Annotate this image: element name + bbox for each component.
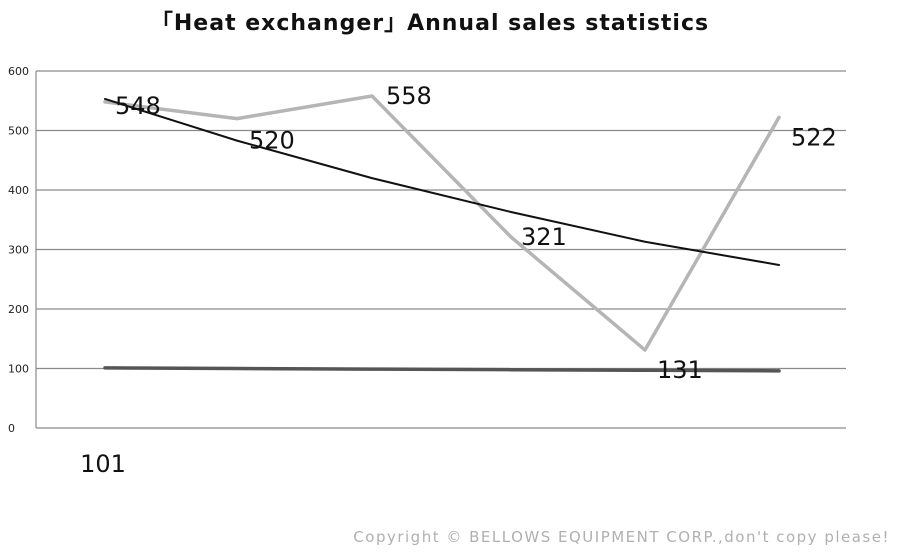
x-axis-ticks: 101 (80, 450, 126, 478)
y-tick-label: 400 (8, 184, 29, 197)
x-tick-label: 101 (80, 450, 126, 478)
y-tick-label: 100 (8, 363, 29, 376)
y-tick-label: 0 (8, 422, 15, 435)
data-label: 131 (657, 356, 703, 384)
series-lines (103, 94, 781, 373)
y-axis-ticks: 0 100 200 300 400 500 600 (8, 65, 29, 435)
series-line-1 (104, 97, 780, 266)
y-tick-label: 600 (8, 65, 29, 78)
series-line-0 (103, 94, 781, 352)
grid-lines (35, 70, 846, 429)
series-line-2 (103, 366, 781, 373)
data-label: 558 (386, 82, 432, 110)
y-tick-label: 200 (8, 303, 29, 316)
y-tick-label: 500 (8, 125, 29, 138)
chart-title: 「Heat exchanger」Annual sales statistics (151, 11, 709, 36)
data-label: 520 (249, 127, 295, 155)
y-tick-label: 300 (8, 244, 29, 257)
data-label: 321 (521, 223, 567, 251)
data-labels: 548 520 558 321 131 522 (115, 82, 837, 384)
data-label: 522 (791, 123, 837, 151)
copyright-notice: Copyright © BELLOWS EQUIPMENT CORP.,don'… (353, 528, 890, 546)
data-label: 548 (115, 92, 161, 120)
